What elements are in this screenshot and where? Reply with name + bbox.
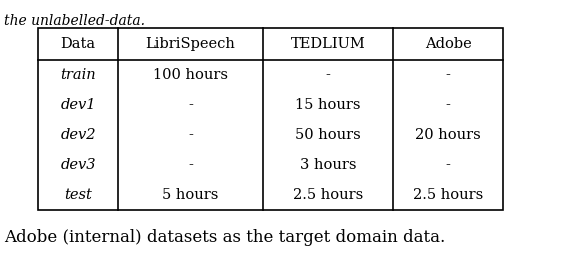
Text: -: - xyxy=(188,128,193,142)
Text: -: - xyxy=(446,98,450,112)
Text: test: test xyxy=(64,188,92,202)
Text: Data: Data xyxy=(61,37,96,51)
Text: 5 hours: 5 hours xyxy=(162,188,219,202)
Text: -: - xyxy=(188,158,193,172)
Text: -: - xyxy=(446,158,450,172)
Text: TEDLIUM: TEDLIUM xyxy=(291,37,366,51)
Text: LibriSpeech: LibriSpeech xyxy=(145,37,236,51)
Text: 2.5 hours: 2.5 hours xyxy=(293,188,363,202)
Text: train: train xyxy=(60,68,96,82)
Text: 3 hours: 3 hours xyxy=(300,158,356,172)
Text: 2.5 hours: 2.5 hours xyxy=(413,188,483,202)
Text: the unlabelled-data.: the unlabelled-data. xyxy=(4,14,145,28)
Text: -: - xyxy=(325,68,331,82)
Text: dev3: dev3 xyxy=(60,158,96,172)
Text: Adobe (internal) datasets as the target domain data.: Adobe (internal) datasets as the target … xyxy=(4,229,445,246)
Text: -: - xyxy=(188,98,193,112)
Text: Adobe: Adobe xyxy=(424,37,471,51)
Text: -: - xyxy=(446,68,450,82)
Text: 50 hours: 50 hours xyxy=(295,128,361,142)
Text: 20 hours: 20 hours xyxy=(415,128,481,142)
Text: 100 hours: 100 hours xyxy=(153,68,228,82)
Bar xyxy=(38,28,503,210)
Text: dev1: dev1 xyxy=(60,98,96,112)
Text: dev2: dev2 xyxy=(60,128,96,142)
Text: 15 hours: 15 hours xyxy=(295,98,361,112)
